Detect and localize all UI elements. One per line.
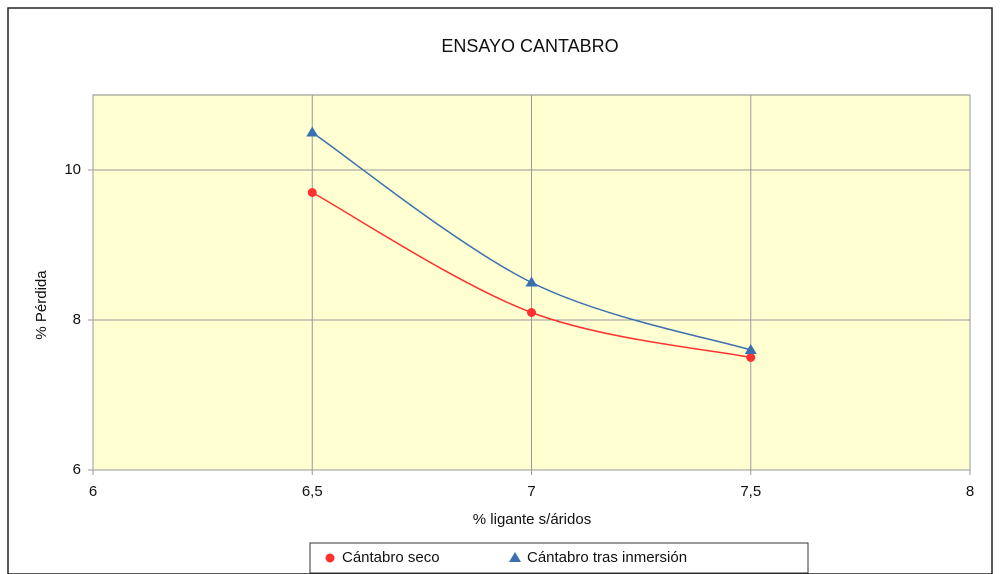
data-point bbox=[307, 188, 317, 197]
legend-label: Cántabro seco bbox=[342, 549, 440, 566]
x-axis-label: % ligante s/áridos bbox=[473, 511, 591, 528]
legend-marker bbox=[325, 553, 335, 563]
legend-label: Cántabro tras inmersión bbox=[527, 549, 687, 566]
data-point bbox=[527, 308, 536, 317]
x-tick-label: 7,5 bbox=[740, 483, 761, 500]
data-point bbox=[306, 126, 319, 137]
y-axis-label: % Pérdida bbox=[33, 270, 50, 340]
legend-marker bbox=[509, 552, 521, 562]
y-tick-label: 8 bbox=[73, 311, 81, 328]
x-tick-label: 7 bbox=[527, 483, 535, 500]
data-point bbox=[525, 276, 538, 287]
x-tick-label: 6,5 bbox=[302, 483, 323, 500]
data-point bbox=[746, 353, 756, 362]
x-tick-label: 8 bbox=[966, 483, 974, 500]
y-tick-label: 6 bbox=[73, 461, 81, 478]
data-point bbox=[744, 344, 757, 354]
x-tick-label: 6 bbox=[89, 483, 97, 500]
legend bbox=[309, 542, 809, 574]
chart-title: ENSAYO CANTABRO bbox=[441, 36, 618, 56]
y-tick-label: 10 bbox=[64, 161, 81, 178]
